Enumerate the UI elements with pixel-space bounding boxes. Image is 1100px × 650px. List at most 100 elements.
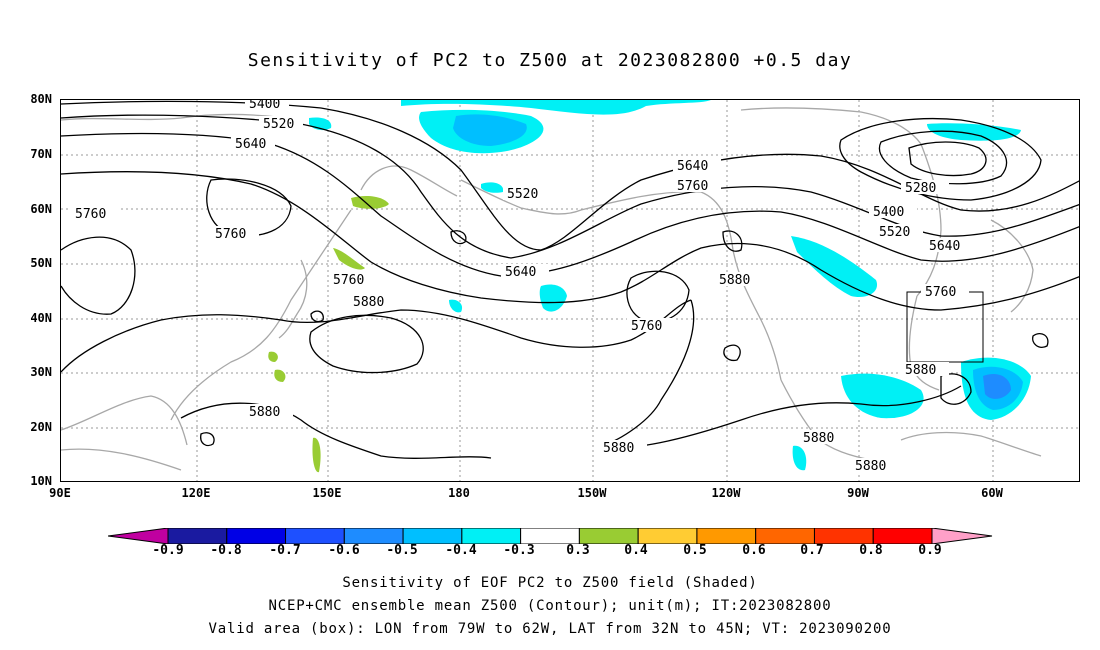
contour-small4 [722,230,743,252]
contour-5880-south [180,402,492,459]
clabel-5760-b: 5760 [215,227,246,242]
shade-arctic-blue [453,114,527,146]
clabel-5640-d: 5640 [929,239,960,254]
colorbar-cell [461,528,522,544]
shade-cyan-bering [481,182,504,193]
lon-label-60w: 60W [981,486,1003,500]
contour-low-ak [626,270,690,323]
clabel-5880-c: 5880 [719,273,750,288]
lat-label-70n: 70N [30,147,52,161]
colorbar-cell [872,528,933,544]
shade-green-okhotsk [351,196,389,209]
colorbar-cell [226,528,287,544]
colorbar-cells [167,528,933,544]
contour-labels: 5400 5520 5640 5760 5760 5520 5640 5760 … [71,100,973,474]
shade-cyan-pac [449,299,463,313]
lat-label-40n: 40N [30,311,52,325]
shade-green-pac3 [312,437,321,473]
contour-low-pac [61,236,136,315]
clabel-5760-f: 5760 [925,285,956,300]
clabel-5400-a: 5400 [249,100,280,112]
clabel-5760-a: 5760 [75,207,106,222]
cbar-label-n09: -0.9 [152,543,184,558]
cbar-label-n05: -0.5 [386,543,418,558]
shade-green-pac2 [274,369,286,382]
shade-cyan-labrador [927,123,1021,141]
cbar-label-p06: 0.6 [742,543,766,558]
colorbar-cell [578,528,639,544]
shade-atl-deeper [983,373,1011,399]
cbar-label-n07: -0.7 [269,543,301,558]
colorbar-cell [696,528,757,544]
clabel-5880-e: 5880 [803,431,834,446]
contour-5760-north [61,171,1079,311]
map-panel: 5400 5520 5640 5760 5760 5520 5640 5760 … [60,99,1080,482]
shade-green-pac1 [268,351,278,362]
clabel-5640-c: 5640 [677,159,708,174]
lat-label-50n: 50N [30,256,52,270]
contour-low-w [206,178,292,237]
lat-label-30n: 30N [30,365,52,379]
cbar-label-p04: 0.4 [624,543,648,558]
lon-label-150w: 150W [577,486,607,500]
cbar-label-n06: -0.6 [328,543,360,558]
clabel-5400-b: 5400 [873,205,904,220]
lat-label-80n: 80N [30,92,52,106]
cbar-label-p07: 0.7 [800,543,824,558]
clabel-5760-d: 5760 [677,179,708,194]
clabel-5640-b: 5640 [505,265,536,280]
colorbar-cell [285,528,345,544]
cbar-label-n08: -0.8 [210,543,242,558]
lon-label-90e: 90E [49,486,71,500]
map-title: Sensitivity of PC2 to Z500 at 2023082800… [247,50,853,71]
cbar-label-p03: 0.3 [566,543,590,558]
clabel-5640-a: 5640 [235,137,266,152]
contour-5880-east [600,299,962,449]
contour-high-atl [940,373,972,405]
shade-cyan-canada [791,236,878,298]
clabel-5760-c: 5760 [333,273,364,288]
cbar-label-p05: 0.5 [683,543,707,558]
clabel-5520-a: 5520 [263,117,294,132]
caption-line-1: Sensitivity of EOF PC2 to Z500 field (Sh… [342,575,758,591]
cbar-label-p08: 0.8 [859,543,883,558]
contour-low-greenland-2 [878,130,1007,185]
clabel-5880-f: 5880 [855,459,886,474]
cbar-label-n04: -0.4 [445,543,477,558]
colorbar [108,528,993,544]
caption-line-2: NCEP+CMC ensemble mean Z500 (Contour); u… [268,598,832,614]
contour-small3 [200,432,215,447]
lat-label-60n: 60N [30,202,52,216]
map-canvas: 5400 5520 5640 5760 5760 5520 5640 5760 … [61,100,1079,481]
cbar-label-n03: -0.3 [503,543,535,558]
graticule [61,100,1079,481]
colorbar-cell [637,528,698,544]
clabel-5880-b: 5880 [249,405,280,420]
contour-low-greenland-3 [908,141,987,177]
contour-small2 [450,230,467,245]
colorbar-cell [167,528,228,544]
colorbar-high-triangle [931,528,993,544]
valid-area-box [906,291,984,363]
clabel-5280-a: 5280 [905,181,936,196]
contour-low-greenland [839,117,1042,201]
contour-small6 [723,344,741,362]
shade-atl-cyan [841,373,924,419]
clabel-5880-g: 5880 [603,441,634,456]
contour-high-pac [309,314,424,374]
contour-small5 [1032,332,1049,348]
clabel-5520-c: 5520 [879,225,910,240]
contour-5880-main [61,299,692,373]
clabel-5880-a: 5880 [353,295,384,310]
lon-label-180: 180 [448,486,470,500]
contour-5400 [61,100,1079,251]
shade-arctic-cyan [401,100,711,115]
clabel-5880-d: 5880 [905,363,936,378]
lon-label-120w: 120W [711,486,741,500]
lat-label-10n: 10N [30,474,52,488]
colorbar-cell [520,528,580,544]
contour-small1 [310,310,324,323]
cbar-label-p09: 0.9 [918,543,942,558]
shade-green-japan [333,248,365,270]
lat-label-20n: 20N [30,420,52,434]
